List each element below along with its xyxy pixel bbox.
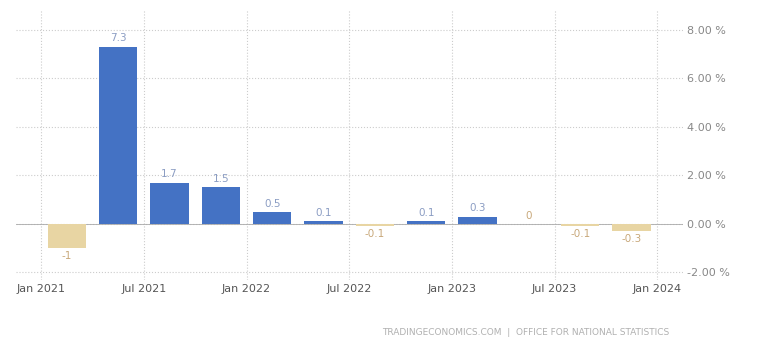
Bar bbox=[355, 224, 394, 226]
Text: -0.3: -0.3 bbox=[622, 234, 642, 244]
Text: -0.1: -0.1 bbox=[365, 229, 385, 239]
Text: 0.3: 0.3 bbox=[469, 203, 486, 213]
Bar bbox=[612, 224, 651, 231]
Text: 0: 0 bbox=[525, 211, 532, 221]
Bar bbox=[47, 224, 86, 248]
Bar bbox=[561, 224, 600, 226]
Bar bbox=[304, 221, 343, 224]
Bar bbox=[459, 217, 497, 224]
Bar bbox=[407, 221, 445, 224]
Text: TRADINGECONOMICS.COM  |  OFFICE FOR NATIONAL STATISTICS: TRADINGECONOMICS.COM | OFFICE FOR NATION… bbox=[383, 328, 670, 337]
Bar bbox=[99, 47, 137, 224]
Text: 1.7: 1.7 bbox=[161, 169, 178, 179]
Text: 0.1: 0.1 bbox=[418, 208, 435, 218]
Text: 1.5: 1.5 bbox=[213, 174, 229, 184]
Text: -1: -1 bbox=[61, 251, 72, 261]
Text: -0.1: -0.1 bbox=[570, 229, 591, 239]
Text: 7.3: 7.3 bbox=[110, 33, 126, 44]
Bar bbox=[151, 182, 189, 224]
Bar bbox=[253, 212, 292, 224]
Bar bbox=[202, 188, 240, 224]
Text: 0.1: 0.1 bbox=[315, 208, 332, 218]
Text: 0.5: 0.5 bbox=[264, 198, 280, 208]
